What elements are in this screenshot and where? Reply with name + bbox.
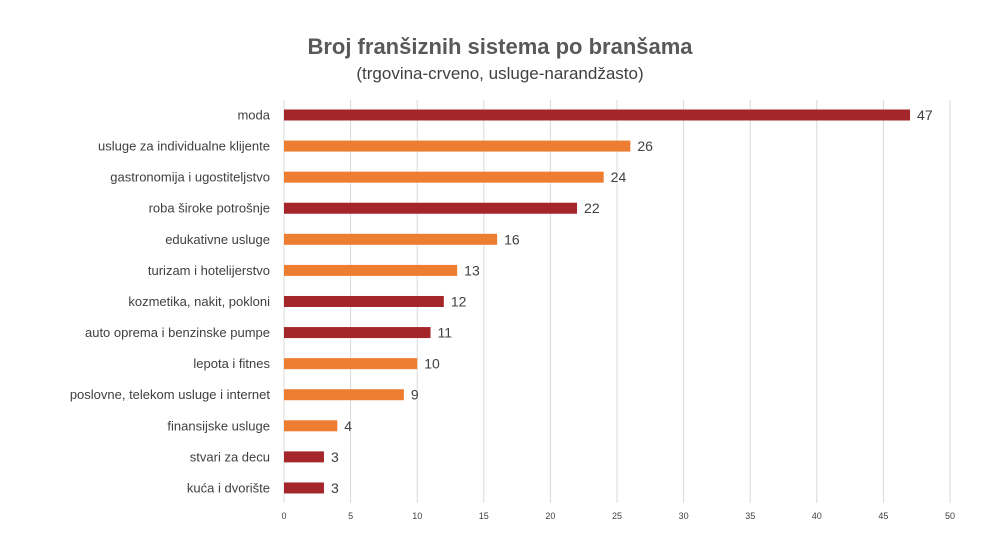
data-label: 12 [451,293,467,309]
data-label: 4 [344,418,352,434]
bar [284,140,631,152]
x-tick-label: 50 [945,511,955,521]
data-label: 10 [424,356,440,372]
category-label: usluge za individualne klijente [98,139,270,154]
bar [284,389,404,401]
data-label: 3 [331,480,339,496]
x-tick-label: 20 [545,511,555,521]
category-label: kozmetika, nakit, pokloni [128,294,270,309]
category-label: gastronomija i ugostiteljstvo [110,170,270,185]
category-label: roba široke potrošnje [149,201,270,216]
bar [284,233,498,245]
bar [284,420,338,432]
bar [284,202,578,214]
category-label: poslovne, telekom usluge i internet [70,387,271,402]
chart-title: Broj franšiznih sistema po branšama [307,34,693,59]
category-label: auto oprema i benzinske pumpe [85,325,270,340]
data-label: 11 [438,325,453,341]
data-label: 16 [504,231,520,247]
data-label: 22 [584,200,600,216]
data-label: 3 [331,449,339,465]
category-label: turizam i hotelijerstvo [148,263,270,278]
x-tick-label: 10 [412,511,422,521]
bar [284,358,418,370]
x-tick-label: 40 [812,511,822,521]
x-tick-label: 0 [281,511,286,521]
bar [284,171,604,183]
x-tick-label: 5 [348,511,353,521]
data-label: 9 [411,387,419,403]
bar [284,264,458,276]
data-label: 26 [637,138,653,154]
data-label: 24 [611,169,627,185]
data-label: 47 [917,107,933,123]
x-tick-label: 35 [745,511,755,521]
category-label: moda [237,108,270,123]
x-tick-label: 25 [612,511,622,521]
bar [284,482,324,494]
bar [284,327,431,339]
bar [284,295,444,307]
bar [284,109,911,121]
category-label: kuća i dvorište [187,480,270,495]
category-label: finansijske usluge [167,418,270,433]
x-tick-label: 45 [878,511,888,521]
bar [284,451,324,463]
category-label: stvari za decu [190,449,270,464]
x-tick-label: 15 [479,511,489,521]
x-tick-label: 30 [679,511,689,521]
chart-subtitle: (trgovina-crveno, usluge-narandžasto) [356,64,644,83]
category-label: edukativne usluge [165,232,270,247]
category-label: lepota i fitnes [193,356,270,371]
data-label: 13 [464,262,480,278]
